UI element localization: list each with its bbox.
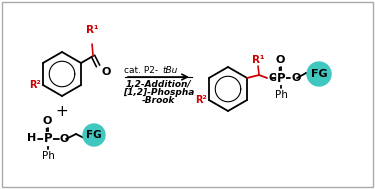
Text: R¹: R¹ <box>252 55 264 65</box>
Text: R¹: R¹ <box>86 25 98 35</box>
Circle shape <box>307 62 331 86</box>
Text: R²: R² <box>29 80 41 90</box>
Text: O: O <box>268 73 278 83</box>
Text: FG: FG <box>86 130 102 140</box>
Text: FG: FG <box>311 69 327 79</box>
Text: +: + <box>56 104 68 119</box>
Text: O: O <box>60 134 69 144</box>
Text: P: P <box>44 132 52 146</box>
Text: -Brook: -Brook <box>142 96 175 105</box>
Text: P: P <box>277 71 285 84</box>
Text: Ph: Ph <box>42 151 54 161</box>
Text: O: O <box>275 55 285 65</box>
Text: cat. P2-: cat. P2- <box>124 66 159 75</box>
Text: 1,2-Addition/: 1,2-Addition/ <box>126 80 191 89</box>
Text: O: O <box>291 73 300 83</box>
Text: Ph: Ph <box>274 90 288 100</box>
Text: [1,2]-Phospha: [1,2]-Phospha <box>123 88 194 97</box>
Text: R²: R² <box>195 95 207 105</box>
Text: O: O <box>101 67 110 77</box>
Text: O: O <box>42 116 52 126</box>
Text: tBu: tBu <box>162 66 178 75</box>
Circle shape <box>83 124 105 146</box>
Text: H: H <box>27 133 36 143</box>
